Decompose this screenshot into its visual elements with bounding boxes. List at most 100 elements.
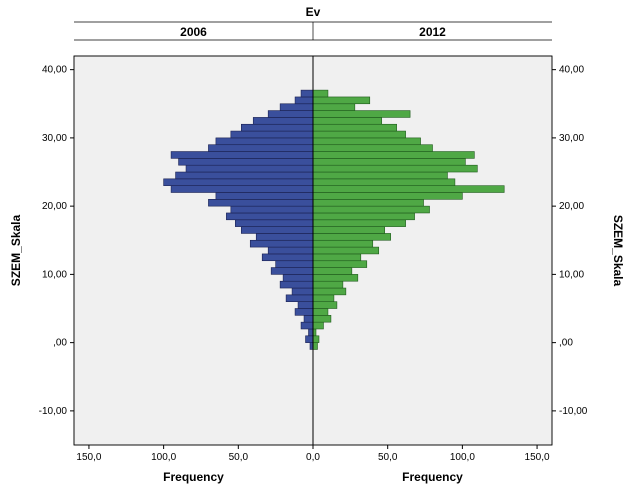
bar-right <box>313 213 415 220</box>
bar-right <box>313 274 358 281</box>
bar-right <box>313 302 337 309</box>
right-panel-header: 2012 <box>419 25 446 39</box>
bar-right <box>313 206 430 213</box>
bar-left <box>262 254 313 261</box>
bar-left <box>171 186 313 193</box>
bar-left <box>280 104 313 111</box>
bar-left <box>216 192 313 199</box>
bar-right <box>313 261 367 268</box>
bar-left <box>179 158 313 165</box>
y-tick-label: 40,00 <box>42 65 67 76</box>
bar-left <box>235 220 313 227</box>
bar-right <box>313 247 379 254</box>
bar-left <box>309 329 313 336</box>
bar-left <box>186 165 313 172</box>
y-tick-label: ,00 <box>559 338 573 349</box>
bar-right <box>313 131 406 138</box>
bar-right <box>313 111 410 118</box>
y-tick-label: ,00 <box>53 338 67 349</box>
bar-left <box>208 145 313 152</box>
bar-left <box>268 247 313 254</box>
bar-right <box>313 322 323 329</box>
bar-left <box>295 97 313 104</box>
bar-left <box>301 90 313 97</box>
x-tick-label: 150,0 <box>525 452 550 463</box>
bar-left <box>241 124 313 131</box>
bar-left <box>253 117 313 124</box>
left-x-axis-label: Frequency <box>163 470 224 484</box>
bar-left <box>208 199 313 206</box>
bar-right <box>313 254 361 261</box>
population-pyramid: Ev 2006 2012 -10,00 -10,00 ,00 ,00 10,00 10,00 20… <box>0 0 626 501</box>
bar-right <box>313 172 447 179</box>
bar-left <box>268 111 313 118</box>
bar-right <box>313 336 319 343</box>
bar-right <box>313 268 352 275</box>
x-tick-label: 100,0 <box>450 452 475 463</box>
chart-title: Ev <box>306 5 321 19</box>
y-tick-label: -10,00 <box>559 406 588 417</box>
bar-left <box>226 213 313 220</box>
bar-right <box>313 90 328 97</box>
y-tick-label: 20,00 <box>559 201 584 212</box>
bar-left <box>241 227 313 234</box>
right-y-axis-label: SZEM_Skala <box>611 215 625 287</box>
x-tick-label: 50,0 <box>378 452 398 463</box>
x-tick-label: 150,0 <box>76 452 101 463</box>
bar-right <box>313 295 334 302</box>
bar-left <box>171 152 313 159</box>
y-tick-label: 10,00 <box>42 269 67 280</box>
bar-right <box>313 97 370 104</box>
bar-left <box>231 131 313 138</box>
bar-right <box>313 117 382 124</box>
bar-left <box>231 206 313 213</box>
bar-left <box>295 309 313 316</box>
bar-right <box>313 227 385 234</box>
bar-right <box>313 138 421 145</box>
y-tick-label: 10,00 <box>559 269 584 280</box>
bar-left <box>298 302 313 309</box>
bar-right <box>313 186 504 193</box>
left-y-axis-label: SZEM_Skala <box>9 214 23 286</box>
bar-left <box>304 315 313 322</box>
bar-left <box>286 295 313 302</box>
y-tick-label: 20,00 <box>42 201 67 212</box>
bar-right <box>313 233 391 240</box>
y-tick-label: 40,00 <box>559 65 584 76</box>
bar-left <box>283 274 313 281</box>
bar-left <box>280 281 313 288</box>
x-tick-label: 0,0 <box>306 452 320 463</box>
bar-left <box>276 261 313 268</box>
bar-right <box>313 220 406 227</box>
bar-left <box>164 179 313 186</box>
bar-left <box>176 172 313 179</box>
bar-right <box>313 309 328 316</box>
bar-right <box>313 179 455 186</box>
y-tick-label: 30,00 <box>559 133 584 144</box>
bar-right <box>313 192 462 199</box>
bar-left <box>250 240 313 247</box>
bar-right <box>313 145 433 152</box>
bar-left <box>216 138 313 145</box>
bar-right <box>313 124 397 131</box>
bar-left <box>292 288 313 295</box>
x-tick-label: 100,0 <box>151 452 176 463</box>
y-tick-label: -10,00 <box>39 406 68 417</box>
bar-right <box>313 158 465 165</box>
bar-right <box>313 240 373 247</box>
bar-left <box>301 322 313 329</box>
bar-right <box>313 315 331 322</box>
bar-left <box>271 268 313 275</box>
right-x-axis-label: Frequency <box>402 470 463 484</box>
bar-right <box>313 104 355 111</box>
x-tick-label: 50,0 <box>229 452 249 463</box>
bar-right <box>313 152 474 159</box>
left-panel-header: 2006 <box>180 25 207 39</box>
bar-right <box>313 288 346 295</box>
bar-right <box>313 343 317 350</box>
bar-right <box>313 165 477 172</box>
bar-left <box>256 233 313 240</box>
bar-right <box>313 281 343 288</box>
y-tick-label: 30,00 <box>42 133 67 144</box>
bar-right <box>313 199 424 206</box>
